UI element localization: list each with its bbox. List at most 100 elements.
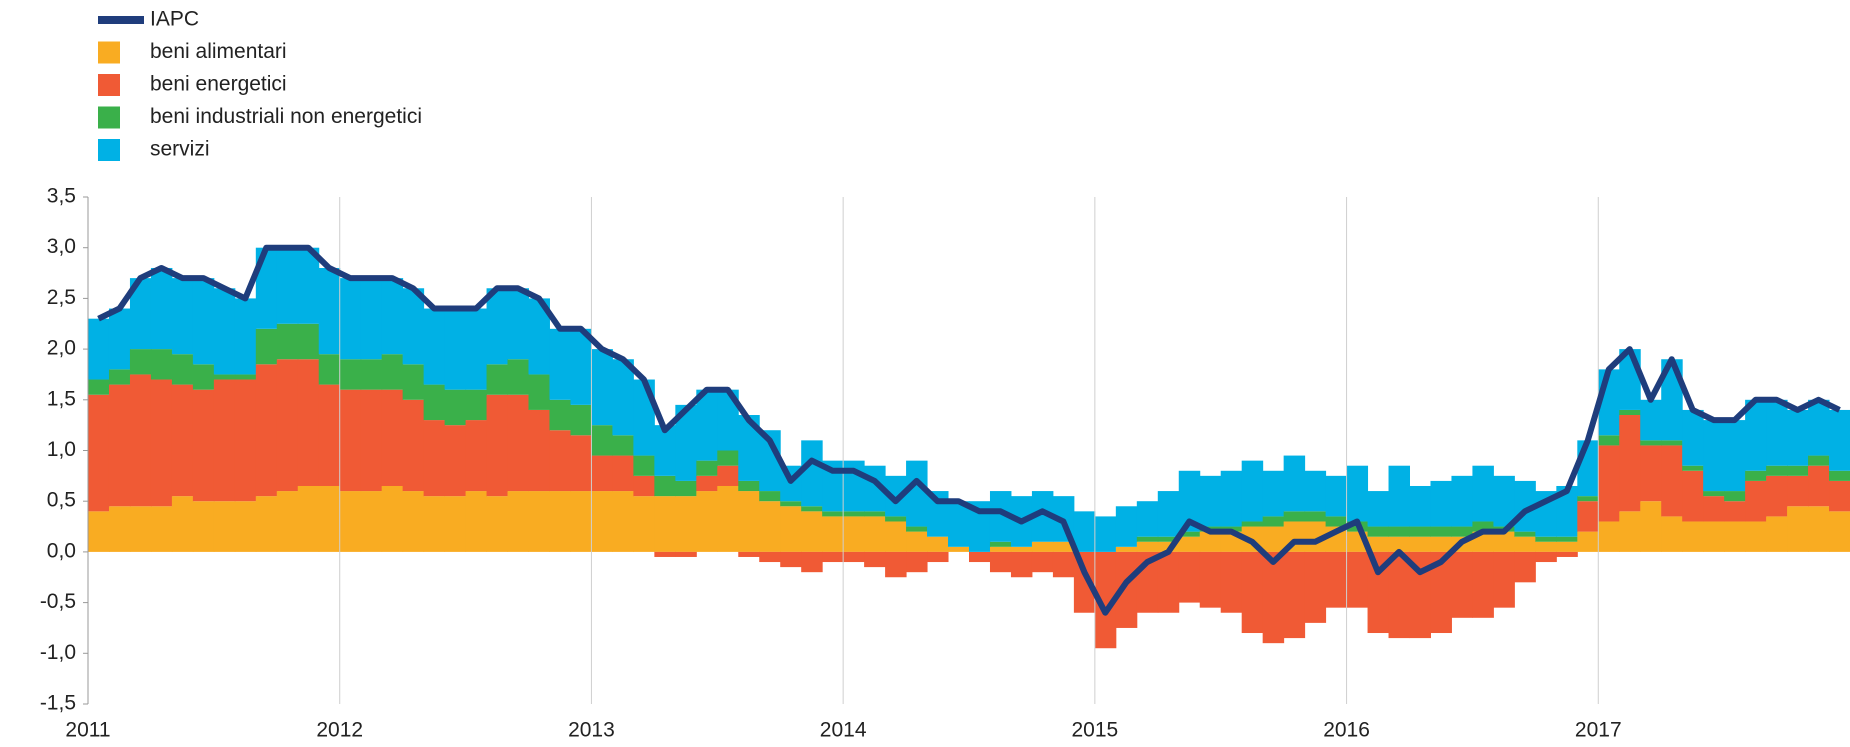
bar-segment bbox=[1346, 551, 1369, 608]
legend-swatch bbox=[98, 106, 120, 129]
bar-segment bbox=[444, 389, 467, 426]
bar-segment bbox=[1115, 506, 1138, 547]
bar-segment bbox=[1199, 531, 1222, 552]
bar-segment bbox=[654, 496, 676, 552]
bar-segment bbox=[906, 460, 928, 527]
bar-segment bbox=[780, 506, 802, 552]
bar-segment bbox=[717, 389, 739, 451]
bar-segment bbox=[1325, 551, 1348, 608]
bar-segment bbox=[1241, 551, 1264, 634]
bar-segment bbox=[444, 425, 467, 497]
bar-segment bbox=[864, 516, 886, 552]
bar-segment bbox=[1157, 536, 1180, 542]
bar-segment bbox=[528, 374, 550, 410]
bar-segment bbox=[360, 389, 383, 492]
bar-segment bbox=[1493, 531, 1515, 552]
bar-segment bbox=[465, 420, 488, 492]
legend-swatch bbox=[98, 74, 120, 96]
y-tick-label: -1,0 bbox=[40, 641, 76, 664]
x-tick-label: 2016 bbox=[1323, 719, 1370, 742]
bar-segment bbox=[465, 491, 488, 552]
bar-segment bbox=[570, 435, 592, 492]
bar-segment bbox=[1808, 455, 1830, 466]
bar-segment bbox=[423, 384, 446, 421]
bar-segment bbox=[989, 541, 1012, 547]
bar-segment bbox=[1724, 420, 1746, 492]
bar-segment bbox=[885, 516, 907, 522]
bar-segment bbox=[801, 511, 823, 552]
y-tick-label: 0,5 bbox=[47, 489, 76, 512]
bar-segment bbox=[1136, 536, 1159, 542]
bar-segment bbox=[1535, 541, 1557, 552]
bar-segment bbox=[1346, 465, 1369, 522]
bar-segment bbox=[654, 475, 676, 497]
bar-segment bbox=[1724, 501, 1746, 522]
legend: IAPC beni alimentari beni energetici beni i… bbox=[98, 8, 422, 161]
bar-segment bbox=[423, 420, 446, 497]
bar-segment bbox=[88, 379, 110, 395]
bar-segment bbox=[192, 389, 215, 502]
bar-segment bbox=[612, 359, 634, 436]
bar-segment bbox=[381, 354, 404, 390]
bar-segment bbox=[591, 455, 613, 492]
bar-segment bbox=[1157, 551, 1180, 613]
bar-segment bbox=[129, 506, 152, 552]
bar-segment bbox=[885, 475, 907, 517]
bar-segment bbox=[717, 485, 739, 552]
bar-segment bbox=[1808, 506, 1830, 552]
bar-segment bbox=[1199, 475, 1222, 527]
bar-segment bbox=[1535, 536, 1557, 542]
bar-segment bbox=[1136, 501, 1159, 537]
bar-segment bbox=[1619, 409, 1641, 416]
bar-segment bbox=[213, 374, 236, 380]
y-tick-label: 2,0 bbox=[47, 337, 76, 360]
bar-segment bbox=[1262, 516, 1285, 527]
y-tick-label: -1,5 bbox=[40, 692, 76, 715]
bar-segment bbox=[1640, 399, 1662, 441]
bar-segment bbox=[507, 491, 529, 552]
bar-segment bbox=[150, 379, 173, 507]
bar-segment bbox=[213, 379, 236, 502]
bar-segment bbox=[1451, 551, 1473, 618]
bar-segment bbox=[1472, 465, 1494, 522]
bar-segment bbox=[1787, 465, 1809, 476]
bar-segment bbox=[1682, 465, 1704, 471]
bar-segment bbox=[1178, 536, 1201, 552]
bar-segment bbox=[150, 349, 173, 380]
bar-segment bbox=[1010, 546, 1033, 552]
legend-swatch bbox=[98, 139, 120, 161]
bar-segment bbox=[423, 308, 446, 385]
bar-segment bbox=[717, 450, 739, 466]
bar-segment bbox=[738, 551, 760, 557]
bar-segment bbox=[528, 409, 550, 492]
bar-segment bbox=[1409, 536, 1431, 552]
bar-segment bbox=[402, 491, 425, 552]
bar-segment bbox=[1577, 496, 1599, 502]
legend-swatch bbox=[98, 41, 120, 64]
bar-segment bbox=[1661, 516, 1683, 552]
bar-segment bbox=[591, 349, 613, 426]
bar-segment bbox=[1262, 470, 1285, 517]
bar-segment bbox=[1241, 521, 1264, 527]
bar-segment bbox=[339, 491, 362, 552]
bar-segment bbox=[108, 369, 131, 385]
bar-segment bbox=[1493, 551, 1515, 608]
bar-segment bbox=[1031, 541, 1054, 552]
bar-segment bbox=[1787, 475, 1809, 507]
bar-segment bbox=[1766, 516, 1788, 552]
bar-segment bbox=[1808, 399, 1830, 456]
bar-segment bbox=[1388, 551, 1410, 639]
bar-segment bbox=[129, 374, 152, 507]
x-tick-label: 2017 bbox=[1575, 719, 1622, 742]
bar-segment bbox=[1682, 470, 1704, 522]
bar-segment bbox=[1283, 551, 1306, 639]
bar-segment bbox=[1682, 521, 1704, 552]
bar-segment bbox=[339, 389, 362, 492]
y-tick-label: 0,0 bbox=[47, 539, 76, 562]
bar-segment bbox=[465, 308, 488, 390]
x-tick-label: 2011 bbox=[65, 719, 110, 742]
bar-segment bbox=[717, 465, 739, 486]
bar-segment bbox=[129, 349, 152, 375]
bar-segment bbox=[1115, 551, 1138, 628]
